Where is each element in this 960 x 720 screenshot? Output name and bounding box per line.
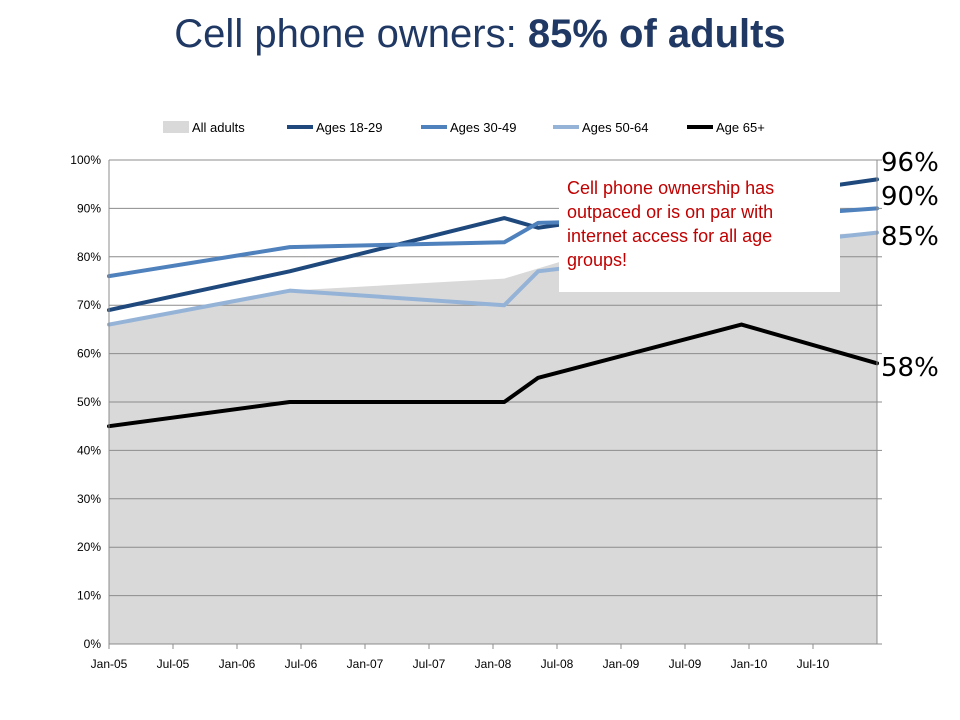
x-tick-label: Jul-08 (541, 657, 574, 671)
x-tick-label: Jul-07 (413, 657, 446, 671)
y-tick-label: 30% (77, 492, 101, 506)
y-tick-label: 10% (77, 589, 101, 603)
y-tick-label: 0% (84, 637, 102, 651)
x-tick-label: Jan-09 (603, 657, 640, 671)
end-labels: 96% 90% 85% 58% (881, 148, 939, 383)
series-line-4 (107, 322, 879, 429)
legend-swatch-area (163, 121, 189, 133)
x-tick-label: Jan-06 (219, 657, 256, 671)
chart-title: Cell phone owners: 85% of adults (0, 12, 960, 57)
legend-label: All adults (192, 120, 245, 135)
x-tick-label: Jul-05 (157, 657, 190, 671)
x-tick-label: Jan-10 (731, 657, 768, 671)
x-tick-label: Jul-09 (669, 657, 702, 671)
callout-annotation: Cell phone ownership has outpaced or is … (559, 172, 840, 292)
axis-layer: 0% 10% 20% 30% 40% 50% 60% 70% 80% 90% 100% Jan-05 J… (70, 153, 882, 671)
y-tick-label: 90% (77, 201, 101, 215)
end-label: 96% (881, 148, 939, 178)
chart-title-emphasis: 85% of adults (527, 12, 786, 56)
area-layer (109, 232, 877, 644)
x-tick-label: Jul-06 (285, 657, 318, 671)
end-label: 58% (881, 353, 939, 383)
y-tick-label: 100% (70, 153, 101, 167)
y-tick-label: 80% (77, 250, 101, 264)
legend-label: Ages 30-49 (450, 120, 517, 135)
legend-label: Ages 18-29 (316, 120, 383, 135)
chart-title-prefix: Cell phone owners: (174, 12, 528, 56)
series-area-0 (109, 232, 877, 644)
legend-label: Age 65+ (716, 120, 765, 135)
y-tick-label: 40% (77, 443, 101, 457)
x-tick-label: Jan-08 (475, 657, 512, 671)
x-tick-label: Jan-07 (347, 657, 384, 671)
end-label: 85% (881, 222, 939, 252)
y-tick-label: 20% (77, 540, 101, 554)
y-tick-label: 50% (77, 395, 101, 409)
y-tick-label: 70% (77, 298, 101, 312)
x-tick-label: Jul-10 (797, 657, 830, 671)
end-label: 90% (881, 182, 939, 212)
legend-label: Ages 50-64 (582, 120, 649, 135)
legend: All adults Ages 18-29 Ages 30-49 Ages 50-64… (163, 120, 765, 135)
x-tick-label: Jan-05 (91, 657, 128, 671)
y-tick-label: 60% (77, 347, 101, 361)
